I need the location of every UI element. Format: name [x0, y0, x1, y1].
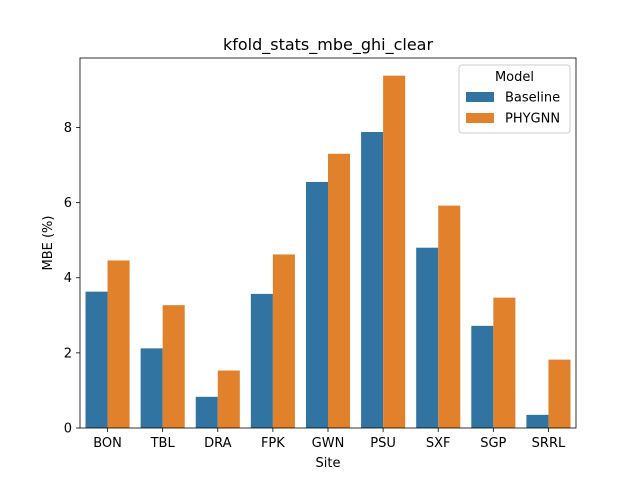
bar-baseline-srrl	[526, 414, 549, 428]
x-tick-label: GWN	[312, 436, 345, 451]
bar-phygnn-psu	[383, 75, 406, 429]
bar-baseline-gwn	[305, 181, 328, 428]
bar-phygnn-srrl	[548, 359, 571, 428]
x-tick-label: BON	[93, 436, 122, 451]
x-tick-label: TBL	[150, 436, 176, 451]
x-tick-label: SRRL	[532, 436, 566, 451]
y-tick-label: 4	[64, 271, 72, 286]
bar-phygnn-gwn	[328, 153, 351, 428]
x-tick-label: PSU	[370, 436, 396, 451]
bar-phygnn-sxf	[438, 205, 461, 428]
bar-phygnn-sgp	[493, 297, 516, 428]
bar-baseline-psu	[361, 132, 384, 428]
x-tick-label: SGP	[480, 436, 506, 451]
chart-title: kfold_stats_mbe_ghi_clear	[223, 35, 434, 55]
x-tick-label: FPK	[261, 436, 285, 451]
legend-title: Model	[495, 70, 534, 85]
legend-swatch-baseline	[466, 92, 494, 102]
bar-phygnn-tbl	[162, 305, 185, 428]
x-axis-label: Site	[316, 456, 341, 471]
bar-baseline-bon	[85, 291, 108, 428]
bar-phygnn-dra	[217, 370, 240, 428]
y-axis-label: MBE (%)	[41, 216, 56, 271]
bar-baseline-fpk	[250, 293, 273, 428]
bar-baseline-sxf	[416, 247, 439, 428]
x-tick-label: DRA	[204, 436, 232, 451]
y-tick-label: 2	[64, 346, 72, 361]
bar-baseline-tbl	[140, 348, 163, 428]
y-tick-label: 0	[64, 422, 72, 437]
bar-baseline-sgp	[471, 325, 494, 428]
y-tick-label: 8	[64, 121, 72, 136]
bar-baseline-dra	[195, 396, 218, 428]
y-tick-label: 6	[64, 196, 72, 211]
bar-phygnn-bon	[107, 260, 130, 428]
legend-swatch-phygnn	[466, 113, 494, 123]
legend-label-baseline: Baseline	[505, 91, 560, 106]
x-tick-label: SXF	[426, 436, 451, 451]
legend: Model Baseline PHYGNN	[458, 64, 571, 134]
plot-frame	[79, 57, 577, 429]
legend-label-phygnn: PHYGNN	[505, 112, 560, 127]
bar-phygnn-fpk	[272, 254, 295, 428]
